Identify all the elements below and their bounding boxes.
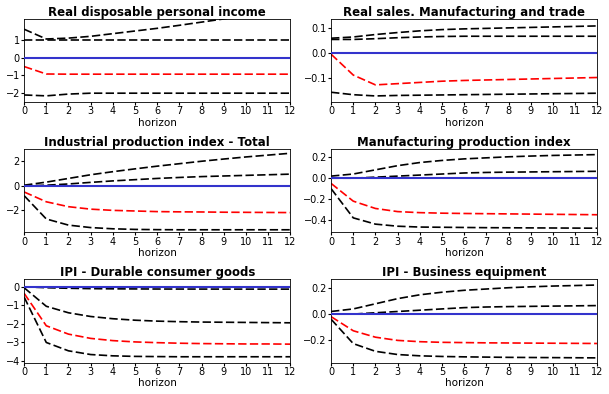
X-axis label: horizon: horizon <box>445 379 484 388</box>
X-axis label: horizon: horizon <box>138 118 177 128</box>
Title: Industrial production index - Total: Industrial production index - Total <box>44 136 270 149</box>
X-axis label: horizon: horizon <box>445 118 484 128</box>
Title: Real sales. Manufacturing and trade: Real sales. Manufacturing and trade <box>343 6 585 19</box>
X-axis label: horizon: horizon <box>138 248 177 258</box>
X-axis label: horizon: horizon <box>445 248 484 258</box>
X-axis label: horizon: horizon <box>138 379 177 388</box>
Title: IPI - Durable consumer goods: IPI - Durable consumer goods <box>60 266 255 279</box>
Title: Real disposable personal income: Real disposable personal income <box>48 6 266 19</box>
Title: IPI - Business equipment: IPI - Business equipment <box>382 266 546 279</box>
Title: Manufacturing production index: Manufacturing production index <box>357 136 571 149</box>
